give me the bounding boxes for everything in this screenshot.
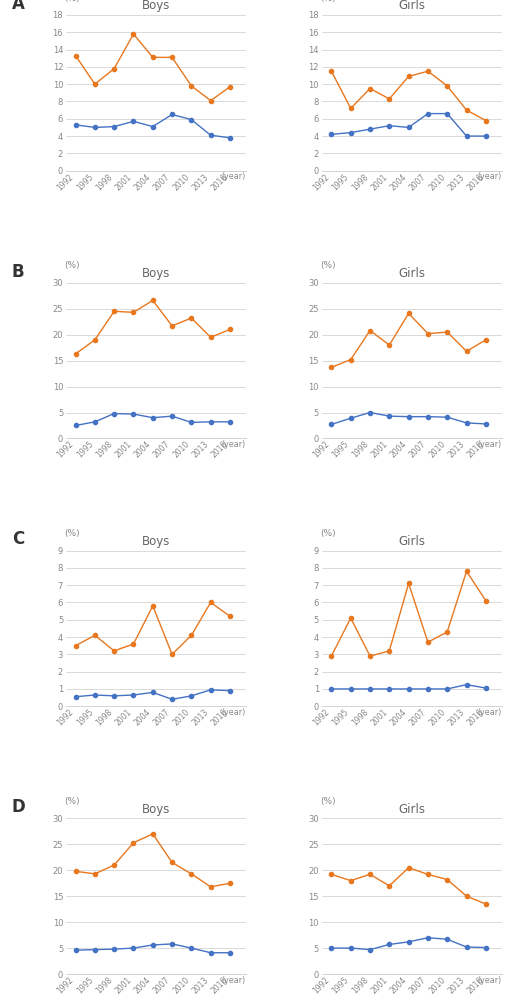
Text: (year): (year) xyxy=(478,172,502,181)
Text: (%): (%) xyxy=(320,529,336,538)
Text: (%): (%) xyxy=(64,797,80,806)
Text: (year): (year) xyxy=(222,440,246,449)
Title: Boys: Boys xyxy=(142,267,170,280)
Text: B: B xyxy=(12,263,24,281)
Title: Boys: Boys xyxy=(142,803,170,816)
Text: (year): (year) xyxy=(222,708,246,717)
Text: (%): (%) xyxy=(64,262,80,271)
Title: Boys: Boys xyxy=(142,535,170,548)
Title: Boys: Boys xyxy=(142,0,170,12)
Text: (%): (%) xyxy=(320,262,336,271)
Text: (year): (year) xyxy=(222,976,246,985)
Text: (%): (%) xyxy=(320,0,336,3)
Text: (year): (year) xyxy=(478,440,502,449)
Text: (%): (%) xyxy=(320,797,336,806)
Text: D: D xyxy=(12,798,26,816)
Text: (year): (year) xyxy=(222,172,246,181)
Text: (%): (%) xyxy=(64,0,80,3)
Text: (year): (year) xyxy=(478,708,502,717)
Text: C: C xyxy=(12,530,24,548)
Title: Girls: Girls xyxy=(399,535,425,548)
Text: (%): (%) xyxy=(64,529,80,538)
Title: Girls: Girls xyxy=(399,803,425,816)
Title: Girls: Girls xyxy=(399,267,425,280)
Text: A: A xyxy=(12,0,25,13)
Text: (year): (year) xyxy=(478,976,502,985)
Title: Girls: Girls xyxy=(399,0,425,12)
